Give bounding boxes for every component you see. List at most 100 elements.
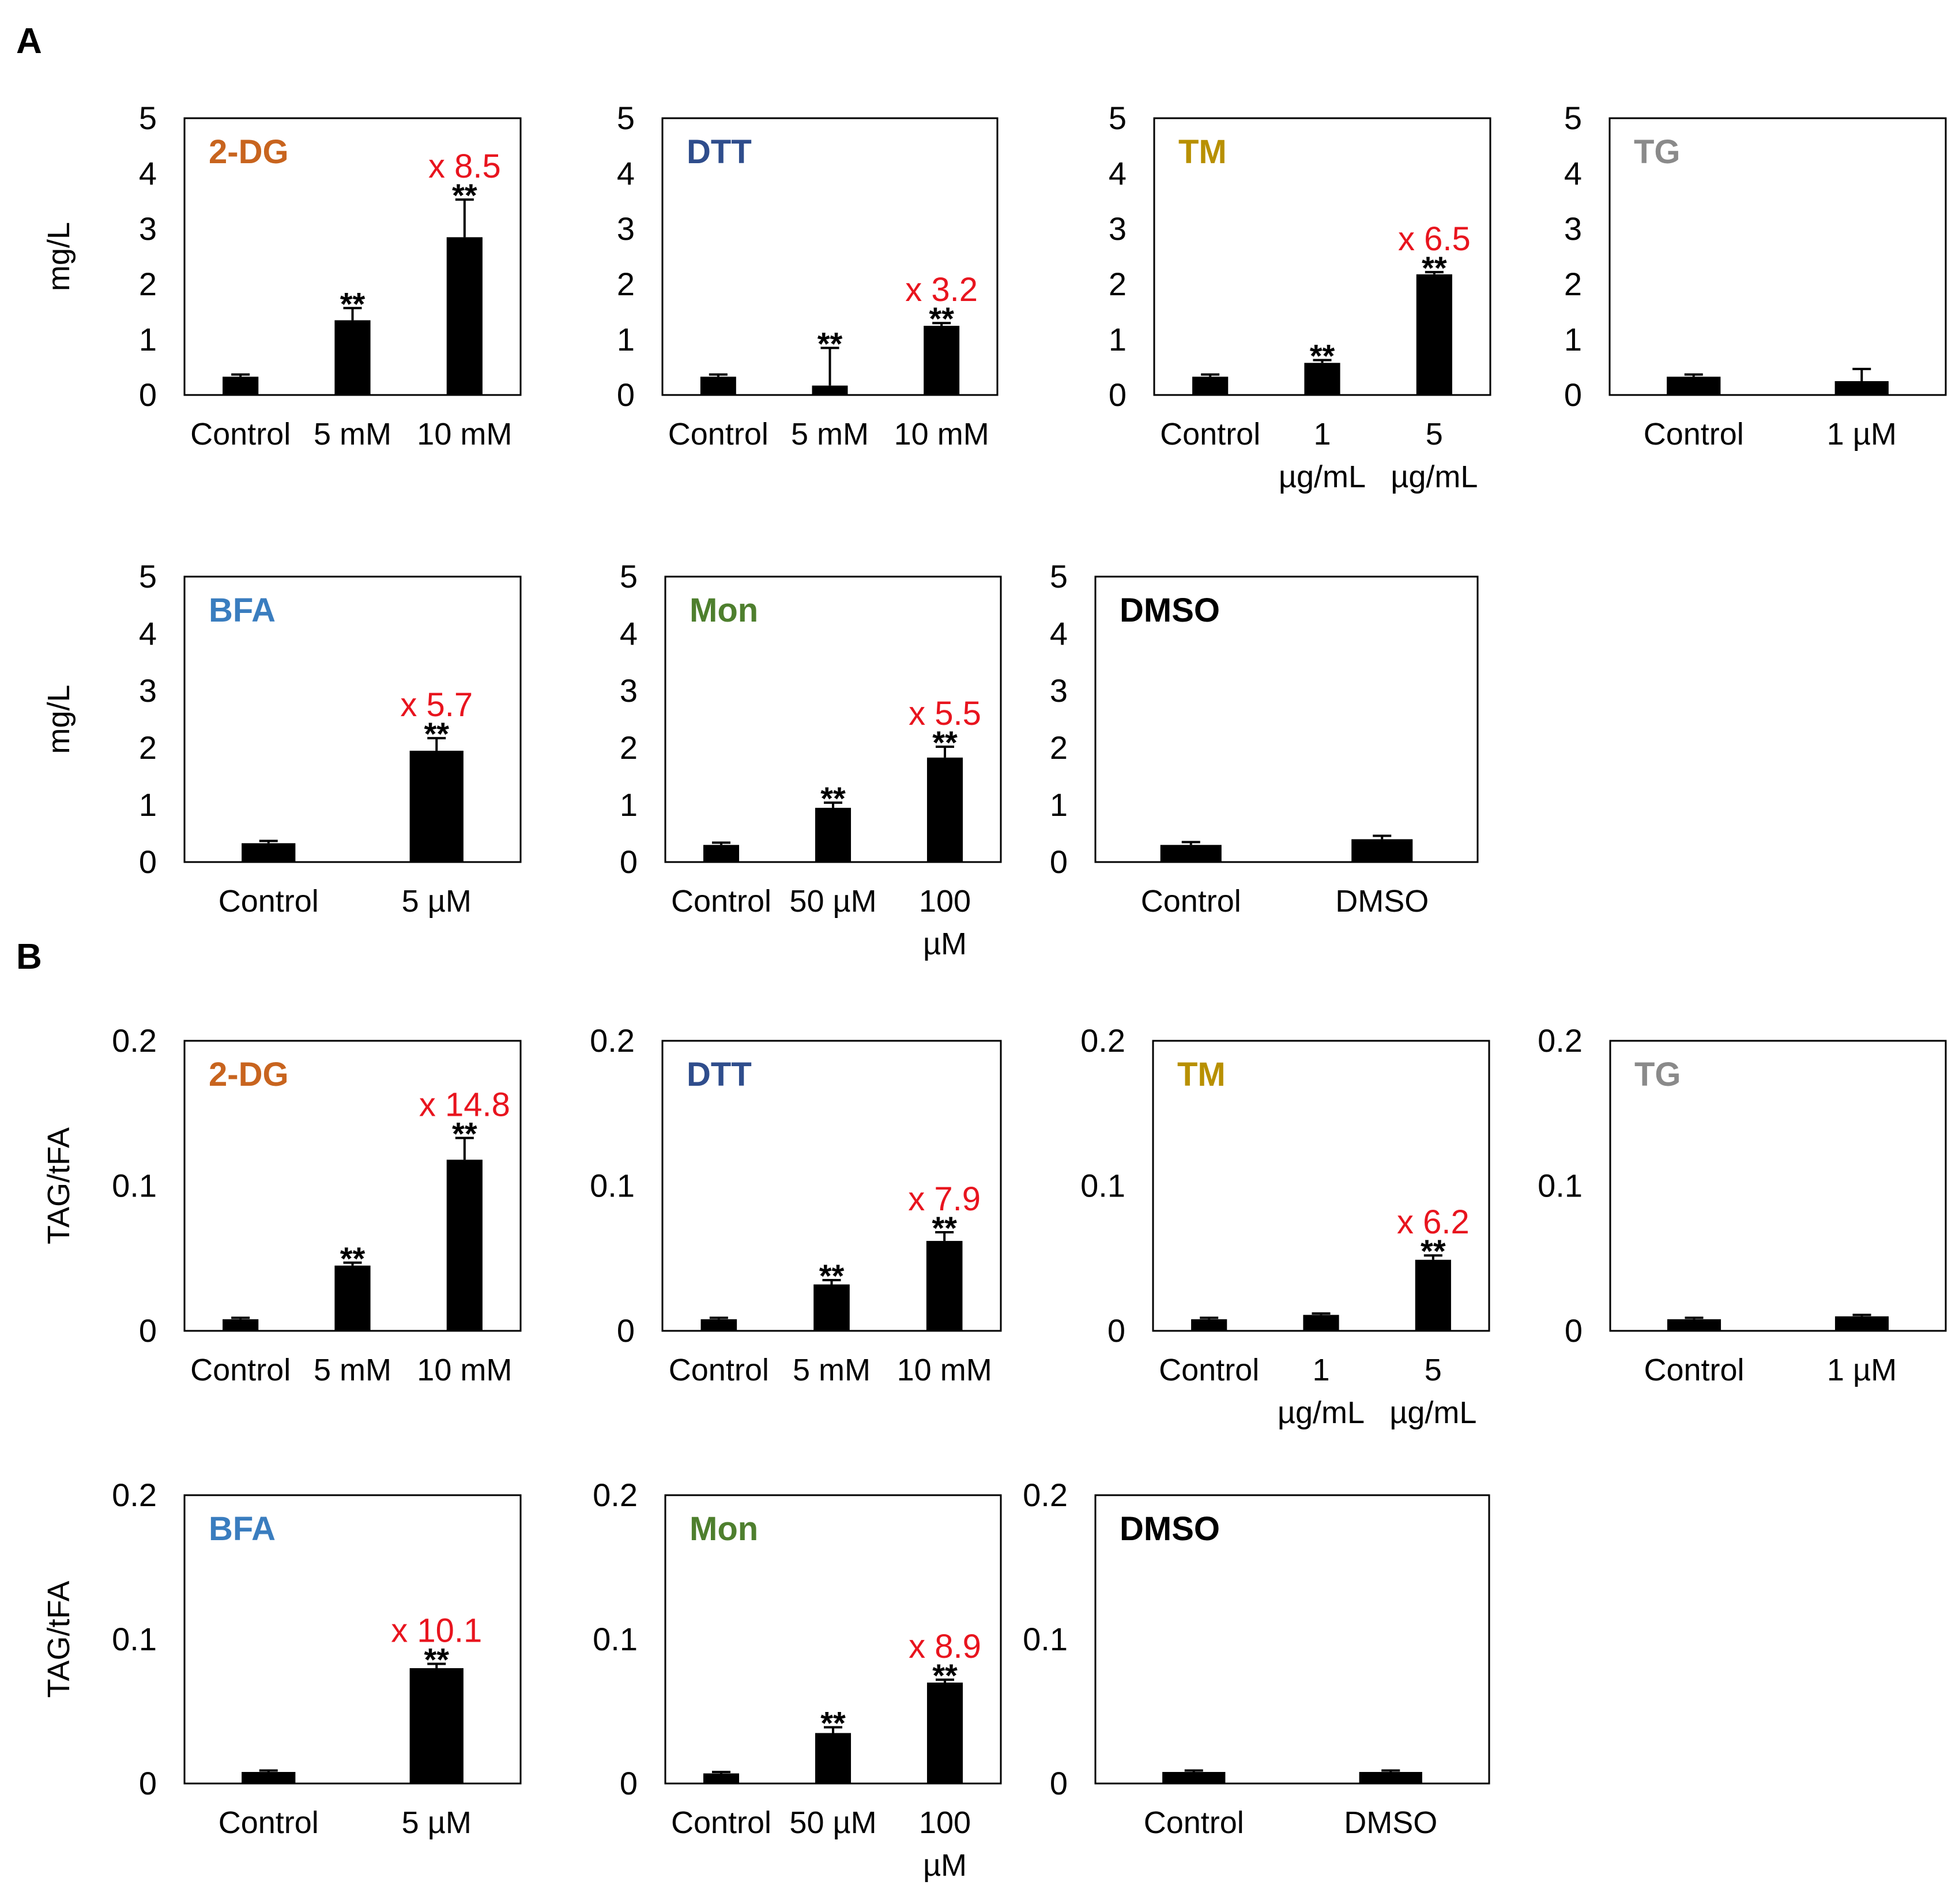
y-tick-label: 0.1 bbox=[1023, 1621, 1068, 1657]
y-tick-label: 4 bbox=[1564, 155, 1582, 191]
fold-change-label: x 5.5 bbox=[909, 695, 981, 732]
y-tick-label: 0.2 bbox=[590, 1022, 635, 1059]
agent-title: DMSO bbox=[1120, 592, 1220, 629]
bar bbox=[409, 1668, 464, 1783]
y-tick-label: 4 bbox=[1050, 615, 1068, 652]
y-tick-label: 0.1 bbox=[590, 1168, 635, 1204]
y-tick-label: 0 bbox=[139, 1312, 157, 1349]
agent-title: DTT bbox=[687, 1056, 752, 1093]
x-tick-label: 10 mM bbox=[417, 1353, 512, 1387]
y-tick-label: 2 bbox=[1564, 266, 1582, 302]
agent-title: BFA bbox=[209, 592, 276, 629]
fold-change-label: x 6.5 bbox=[1398, 220, 1471, 258]
y-tick-label: 0.2 bbox=[112, 1022, 157, 1059]
bar bbox=[1303, 1315, 1339, 1331]
x-tick-label: 10 mM bbox=[894, 417, 989, 451]
significance-stars: ** bbox=[820, 780, 846, 816]
x-tick-label: 5 µM bbox=[402, 884, 472, 919]
y-tick-label: 4 bbox=[620, 615, 638, 652]
y-tick-label: 0 bbox=[1109, 377, 1127, 413]
fold-change-label: x 8.9 bbox=[909, 1628, 981, 1665]
y-tick-label: 2 bbox=[139, 729, 157, 766]
x-tick-label: 5 mM bbox=[793, 1353, 871, 1387]
y-axis-label: mg/L bbox=[42, 684, 76, 754]
chart-a-tg: 0 1 2 3 4 5 TG Control 1 µM bbox=[1564, 100, 1947, 451]
plot-frame bbox=[183, 1494, 522, 1785]
x-tick-label: Control bbox=[190, 1353, 291, 1387]
bar bbox=[1415, 1259, 1451, 1331]
significance-stars: ** bbox=[817, 325, 843, 362]
chart-a-bfa: 0 1 2 3 4 5 mg/L BFA Control **x 5.7 5 µM bbox=[42, 558, 522, 919]
fold-change-label: x 14.8 bbox=[419, 1086, 510, 1124]
y-tick-label: 0 bbox=[139, 377, 157, 413]
bar bbox=[1192, 377, 1229, 395]
significance-stars: ** bbox=[932, 1657, 958, 1694]
significance-stars: ** bbox=[932, 1210, 957, 1246]
bar bbox=[1304, 363, 1340, 395]
x-tick-label: Control bbox=[1141, 884, 1241, 919]
x-tick-label: 1 bbox=[1312, 1353, 1329, 1387]
y-tick-label: 1 bbox=[139, 787, 157, 823]
y-axis-label: TAG/tFA bbox=[42, 1127, 76, 1244]
x-tick-label: Control bbox=[1159, 1353, 1259, 1387]
bar bbox=[334, 320, 371, 395]
x-tick-label: 5 mM bbox=[314, 1353, 391, 1387]
fold-change-label: x 10.1 bbox=[391, 1612, 482, 1650]
y-tick-label: 3 bbox=[1564, 210, 1582, 247]
x-tick-label: Control bbox=[668, 417, 768, 451]
significance-stars: ** bbox=[452, 1116, 477, 1152]
bar bbox=[446, 1160, 483, 1331]
x-tick-label: µg/mL bbox=[1391, 460, 1478, 494]
y-tick-label: 0 bbox=[617, 377, 635, 413]
bar bbox=[926, 1241, 963, 1331]
y-tick-label: 1 bbox=[139, 321, 157, 358]
agent-title: DTT bbox=[687, 133, 752, 171]
x-tick-label: DMSO bbox=[1344, 1805, 1437, 1840]
y-tick-label: 1 bbox=[620, 787, 638, 823]
bar bbox=[334, 1265, 371, 1331]
x-tick-label: 5 bbox=[1425, 1353, 1442, 1387]
y-tick-label: 3 bbox=[620, 672, 638, 709]
bar bbox=[813, 1284, 850, 1331]
bar bbox=[223, 377, 259, 395]
y-tick-label: 0 bbox=[139, 844, 157, 880]
y-tick-label: 0.2 bbox=[1080, 1022, 1125, 1059]
chart-b-bfa: 0 0.1 0.2 TAG/tFA BFA Control **x 10.1 5 µM bbox=[42, 1477, 522, 1840]
agent-title: TG bbox=[1634, 1056, 1681, 1093]
bar bbox=[409, 750, 464, 862]
x-tick-label: µg/mL bbox=[1278, 1395, 1365, 1430]
agent-title: Mon bbox=[690, 1510, 758, 1548]
plot-frame bbox=[1608, 117, 1947, 396]
y-tick-label: 4 bbox=[139, 615, 157, 652]
x-tick-label: Control bbox=[218, 1805, 319, 1840]
bar bbox=[1416, 274, 1452, 395]
significance-stars: ** bbox=[340, 1240, 366, 1277]
y-axis-label: mg/L bbox=[42, 222, 76, 291]
y-tick-label: 0 bbox=[1050, 1765, 1068, 1801]
significance-stars: ** bbox=[452, 177, 477, 213]
x-tick-label: 1 bbox=[1313, 417, 1331, 451]
significance-stars: ** bbox=[1422, 250, 1447, 286]
bar bbox=[812, 385, 848, 395]
bar bbox=[223, 1319, 259, 1331]
y-tick-label: 3 bbox=[1050, 672, 1068, 709]
x-tick-label: 1 µM bbox=[1827, 1353, 1897, 1387]
y-tick-label: 0.1 bbox=[1538, 1168, 1583, 1204]
fold-change-label: x 8.5 bbox=[428, 148, 501, 185]
bar bbox=[1351, 839, 1413, 862]
bar bbox=[242, 843, 296, 862]
y-tick-label: 4 bbox=[1109, 155, 1127, 191]
y-tick-label: 0 bbox=[1565, 1312, 1583, 1349]
bar bbox=[815, 1733, 852, 1783]
y-tick-label: 0 bbox=[620, 844, 638, 880]
chart-b-dmso: 0 0.1 0.2 DMSO Control DMSO bbox=[1023, 1477, 1490, 1840]
y-tick-label: 0.2 bbox=[112, 1477, 157, 1513]
agent-title: BFA bbox=[209, 1510, 276, 1548]
agent-title: 2-DG bbox=[209, 1056, 289, 1093]
bar bbox=[242, 1772, 296, 1783]
bar bbox=[1667, 377, 1721, 395]
panel-label-a: A bbox=[16, 21, 42, 61]
